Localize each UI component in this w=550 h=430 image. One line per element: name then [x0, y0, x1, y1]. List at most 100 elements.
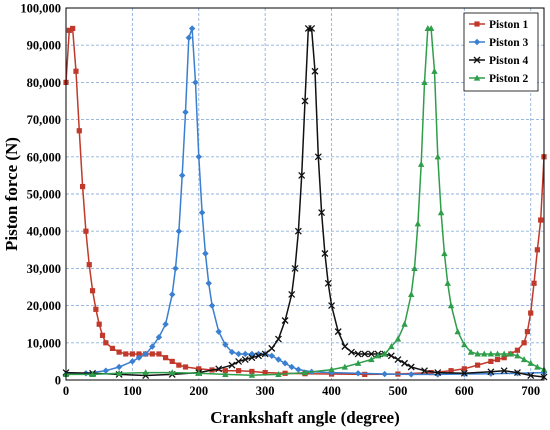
- data-point: [268, 344, 276, 352]
- data-point: [528, 310, 534, 316]
- x-tick-label: 0: [63, 384, 69, 398]
- data-point: [494, 350, 501, 357]
- data-point: [73, 68, 79, 74]
- data-point: [475, 362, 481, 368]
- data-point: [222, 341, 229, 348]
- data-point: [527, 372, 535, 379]
- data-point: [434, 153, 441, 160]
- data-point: [182, 108, 189, 116]
- data-point: [474, 21, 480, 27]
- data-point: [208, 302, 216, 309]
- data-point: [328, 366, 335, 373]
- data-point: [507, 350, 515, 357]
- data-point: [513, 369, 521, 377]
- data-point: [473, 56, 481, 64]
- data-point: [454, 328, 461, 335]
- data-point: [142, 369, 149, 376]
- data-point: [281, 317, 289, 324]
- data-point: [255, 352, 262, 360]
- legend-label: Piston 1: [489, 19, 529, 31]
- data-point: [175, 228, 183, 235]
- data-point: [501, 355, 507, 361]
- data-point: [281, 360, 289, 367]
- data-point: [341, 343, 349, 350]
- data-point: [534, 247, 540, 253]
- data-point: [249, 368, 255, 375]
- series-piston-3: [62, 25, 548, 378]
- y-tick-label: 10,000: [27, 336, 61, 350]
- data-point: [401, 320, 408, 327]
- data-point: [274, 335, 282, 343]
- data-point: [115, 363, 123, 371]
- data-point: [521, 340, 527, 346]
- legend-label: Piston 2: [489, 73, 529, 85]
- data-point: [294, 227, 302, 235]
- data-point: [428, 369, 434, 376]
- y-tick-label: 70,000: [27, 113, 61, 127]
- data-point: [408, 371, 415, 378]
- data-point: [301, 369, 309, 376]
- data-point: [162, 355, 169, 361]
- data-point: [394, 335, 402, 342]
- x-axis-ticks: 0 100 200 300 400 500 600 700: [63, 384, 540, 398]
- data-point: [202, 250, 209, 257]
- data-point: [408, 291, 415, 298]
- data-point: [301, 97, 309, 105]
- data-point: [520, 356, 528, 363]
- data-point: [176, 362, 182, 368]
- data-point: [461, 366, 467, 372]
- data-point: [182, 364, 189, 370]
- data-point: [474, 350, 481, 357]
- data-point: [79, 183, 86, 190]
- data-point: [488, 358, 494, 364]
- data-point: [362, 371, 368, 378]
- y-axis-title: Piston force (N): [2, 137, 21, 251]
- data-point: [241, 356, 249, 363]
- y-tick-label: 40,000: [27, 225, 61, 239]
- legend-label: Piston 4: [489, 55, 529, 67]
- data-point: [374, 352, 382, 359]
- x-tick-label: 100: [123, 384, 142, 398]
- data-point: [487, 350, 495, 357]
- data-point: [460, 369, 468, 377]
- data-point: [235, 357, 243, 365]
- data-point: [156, 351, 162, 357]
- data-point: [407, 363, 415, 371]
- data-point: [188, 25, 196, 32]
- y-tick-label: 20,000: [27, 299, 61, 313]
- data-point: [348, 348, 355, 356]
- y-tick-label: 80,000: [27, 76, 61, 90]
- data-point: [83, 228, 89, 234]
- data-point: [275, 356, 282, 363]
- data-point: [441, 250, 448, 257]
- data-point: [196, 366, 202, 372]
- data-point: [262, 369, 268, 376]
- data-point: [434, 369, 442, 377]
- data-point: [527, 359, 534, 366]
- data-point: [381, 370, 388, 378]
- data-point: [129, 351, 135, 357]
- data-point: [136, 351, 142, 357]
- data-point: [467, 348, 475, 355]
- data-point: [185, 34, 193, 41]
- data-point: [89, 371, 96, 378]
- y-tick-label: 60,000: [27, 150, 61, 164]
- data-point: [142, 350, 149, 358]
- data-point: [268, 352, 276, 360]
- data-point: [109, 345, 116, 351]
- data-point: [473, 74, 481, 81]
- data-point: [354, 359, 362, 366]
- x-tick-label: 400: [322, 384, 341, 398]
- data-point: [328, 302, 336, 310]
- data-point: [514, 352, 521, 359]
- data-point: [66, 27, 72, 33]
- data-point: [248, 350, 256, 358]
- data-point: [149, 351, 155, 357]
- data-point: [169, 291, 176, 298]
- data-point: [417, 160, 425, 167]
- data-point: [70, 25, 76, 32]
- series-line: [65, 28, 545, 376]
- y-tick-label: 100,000: [20, 2, 61, 16]
- data-point: [427, 25, 435, 32]
